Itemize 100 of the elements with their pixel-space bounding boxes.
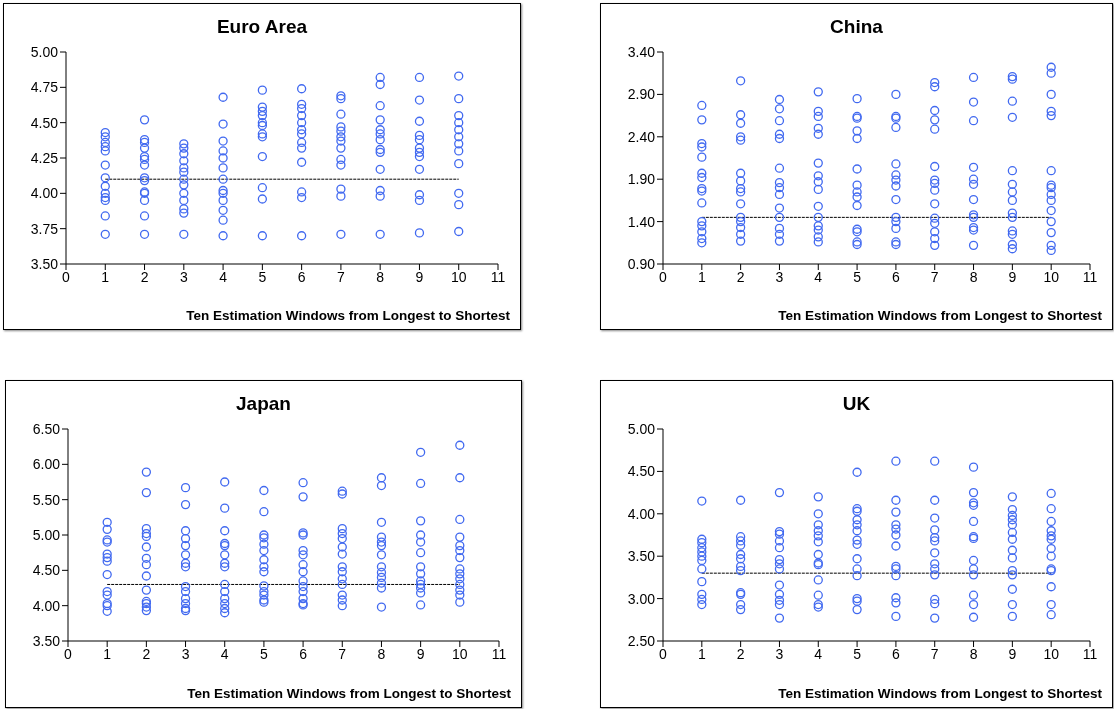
point: [891, 541, 901, 551]
point: [697, 152, 707, 162]
point: [336, 126, 346, 136]
point: [1046, 62, 1056, 72]
point: [296, 192, 307, 203]
point: [454, 188, 464, 198]
point: [180, 483, 191, 493]
point: [774, 595, 785, 605]
point: [813, 123, 823, 133]
point: [735, 176, 746, 186]
point: [179, 139, 189, 149]
point: [774, 589, 785, 600]
point: [259, 562, 269, 572]
point: [697, 555, 707, 566]
point: [375, 72, 385, 83]
point: [414, 164, 425, 174]
point: [891, 223, 901, 234]
point: [455, 564, 465, 574]
point: [1007, 570, 1018, 580]
point: [813, 212, 823, 223]
x-tick-label: 1: [697, 645, 706, 662]
point: [1007, 112, 1018, 122]
point: [774, 116, 785, 126]
x-tick-label: 8: [969, 268, 978, 285]
point: [454, 199, 464, 210]
point: [337, 549, 347, 559]
point: [141, 571, 152, 581]
y-tick-label: 6.50: [32, 420, 61, 437]
point: [968, 116, 979, 126]
point: [100, 146, 110, 156]
point: [415, 537, 426, 547]
point: [930, 240, 940, 250]
point: [1007, 515, 1018, 525]
y-tick-label: 2.40: [627, 128, 656, 145]
x-tick-label: 7: [930, 645, 939, 662]
point: [220, 608, 230, 618]
point: [930, 115, 940, 125]
y-tick-label: 3.75: [30, 220, 59, 237]
point: [968, 179, 979, 189]
x-tick-label: 4: [219, 268, 228, 285]
point: [415, 583, 426, 593]
point: [376, 532, 387, 542]
point: [930, 178, 940, 189]
point: [455, 569, 465, 579]
point: [298, 550, 308, 560]
point: [100, 229, 110, 239]
x-tick-label: 0: [64, 645, 73, 662]
x-tick-label: 1: [103, 645, 112, 662]
point: [1007, 545, 1018, 555]
point: [968, 570, 979, 580]
point: [180, 586, 191, 597]
point: [852, 133, 862, 144]
point: [296, 143, 307, 153]
point: [259, 485, 269, 496]
x-tick-label: 2: [140, 268, 149, 285]
point: [180, 581, 191, 592]
point: [930, 559, 940, 569]
point: [735, 183, 746, 194]
x-axis-title: Ten Estimation Windows from Longest to Shortest: [778, 308, 1102, 323]
point: [813, 531, 823, 541]
y-tick-label: 6.00: [32, 456, 61, 473]
x-tick-label: 7: [338, 645, 347, 662]
point: [375, 229, 385, 239]
point: [1046, 68, 1056, 78]
point: [376, 537, 387, 547]
point: [735, 532, 746, 542]
point: [697, 168, 707, 178]
point: [298, 478, 308, 488]
point: [1007, 599, 1018, 610]
point: [336, 160, 346, 170]
x-tick-label: 6: [299, 645, 308, 662]
point: [697, 594, 707, 605]
point: [375, 101, 385, 111]
point: [102, 569, 112, 580]
point: [813, 129, 823, 139]
point: [852, 539, 862, 549]
point: [968, 72, 979, 83]
point: [852, 554, 862, 564]
point: [774, 599, 785, 610]
point: [375, 185, 385, 196]
point: [1046, 582, 1056, 592]
point: [697, 547, 707, 557]
x-tick-label: 10: [1043, 645, 1060, 662]
y-tick-label: 5.00: [30, 43, 59, 60]
point: [415, 588, 426, 598]
point: [337, 601, 347, 611]
point: [102, 556, 112, 566]
point: [102, 586, 112, 597]
point: [414, 228, 425, 238]
point: [296, 129, 307, 139]
point: [852, 93, 862, 104]
x-tick-label: 5: [260, 645, 269, 662]
point: [813, 526, 823, 536]
point: [813, 87, 823, 97]
point: [930, 77, 940, 88]
x-tick-label: 5: [258, 268, 267, 285]
point: [1046, 551, 1056, 561]
point: [968, 240, 979, 250]
point: [891, 89, 901, 100]
point: [376, 567, 387, 578]
